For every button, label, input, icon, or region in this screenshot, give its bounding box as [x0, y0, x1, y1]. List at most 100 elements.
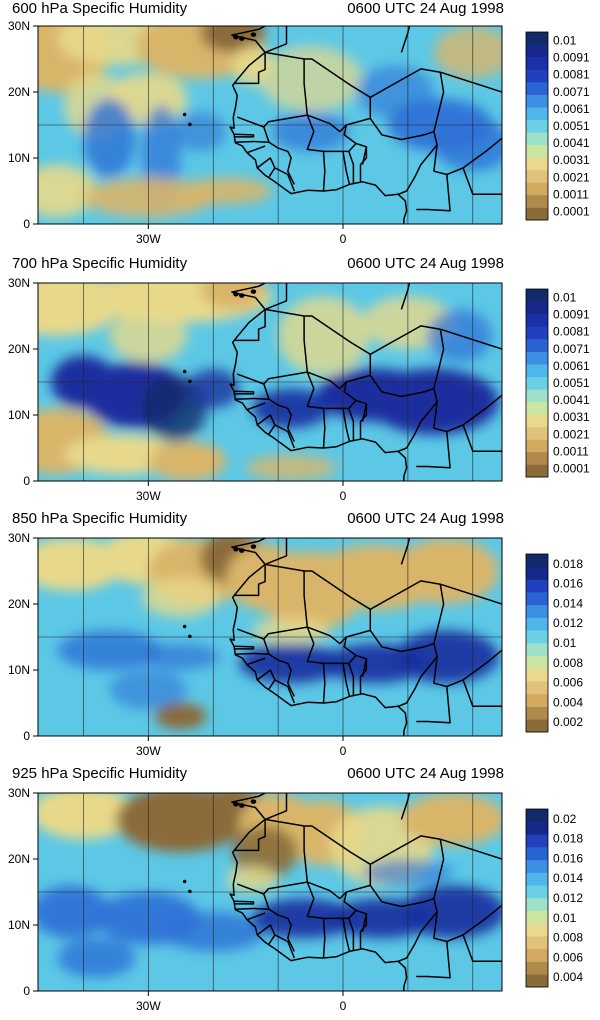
political-boundaries: [182, 26, 502, 224]
colorbar-label: 0.0081: [553, 68, 590, 82]
humidity-region: [394, 630, 499, 684]
country-border: [304, 315, 372, 390]
humidity-field: [38, 538, 502, 736]
humidity-region: [57, 630, 162, 670]
colorbar-swatch: [526, 643, 548, 657]
colorbar-label: 0.0091: [553, 51, 590, 65]
colorbar-swatch: [526, 107, 548, 121]
colorbar-label: 0.0061: [553, 359, 590, 373]
colorbar-label: 0.0051: [553, 376, 590, 390]
country-border: [369, 835, 502, 865]
panel-title: 925 hPa Specific Humidity: [12, 765, 188, 782]
humidity-region: [141, 643, 220, 670]
country-border: [433, 839, 502, 943]
country-border: [348, 151, 355, 184]
colorbar-swatch: [526, 809, 548, 823]
island: [182, 624, 187, 629]
colorbar-swatch: [526, 132, 548, 146]
lat-label: 20N: [8, 597, 30, 611]
country-border: [348, 408, 355, 441]
map-frame: 30N 20N 10N 0 30W 0: [8, 19, 503, 246]
lat-label: 0: [23, 217, 30, 231]
country-border: [264, 308, 305, 317]
island: [233, 291, 239, 297]
colorbar-swatch: [526, 847, 548, 861]
lat-label: 30N: [8, 276, 30, 290]
colorbar-swatch: [526, 961, 548, 975]
country-border: [361, 913, 368, 932]
colorbar-swatch: [526, 604, 548, 618]
country-border: [343, 381, 368, 440]
colorbar-label: 0.0011: [553, 444, 589, 458]
country-border: [416, 686, 451, 724]
colorbar-swatch: [526, 169, 548, 183]
country-border: [256, 924, 276, 946]
country-border: [236, 571, 309, 640]
island: [239, 803, 245, 808]
island: [239, 36, 245, 41]
country-border: [342, 408, 351, 442]
colorbar-swatch: [526, 94, 548, 108]
colorbar-label: 0.01: [553, 911, 577, 925]
lat-label: 10N: [8, 663, 30, 677]
country-border: [397, 656, 438, 707]
country-border: [246, 912, 266, 921]
colorbar-swatch: [526, 693, 548, 707]
lon-label: 30W: [136, 489, 161, 503]
colorbar-label: 0.006: [553, 950, 583, 964]
country-border: [264, 793, 288, 821]
colorbar-swatch: [526, 351, 548, 365]
panel-925hpa: 925 hPa Specific Humidity 0600 UTC 24 Au…: [0, 765, 600, 1020]
map-border: [37, 792, 503, 992]
colorbar-label: 0.02: [553, 812, 577, 826]
colorbar-swatch: [526, 948, 548, 962]
country-border: [256, 157, 276, 179]
coastline: [231, 26, 267, 36]
colorbar-label: 0.012: [553, 891, 583, 905]
island: [250, 799, 257, 804]
lon-label: 30W: [136, 999, 161, 1013]
colorbar-label: 0.0071: [553, 342, 590, 356]
humidity-region: [38, 793, 136, 840]
country-border: [268, 653, 295, 697]
panel-time: 0600 UTC 24 Aug 1998: [347, 510, 504, 527]
country-border: [416, 941, 451, 979]
lon-label: 0: [340, 489, 347, 503]
lat-label: 20N: [8, 342, 30, 356]
island: [233, 801, 239, 807]
coastline: [231, 793, 267, 803]
colorbar-swatch: [526, 898, 548, 912]
colorbar-swatch: [526, 974, 548, 988]
country-border: [234, 126, 270, 143]
colorbar-swatch: [526, 401, 548, 415]
colorbar-border: [525, 808, 549, 988]
country-border: [233, 900, 255, 905]
country-border: [433, 584, 502, 688]
country-border: [246, 402, 266, 411]
country-border: [322, 918, 326, 959]
country-border: [246, 145, 266, 154]
country-border: [369, 884, 435, 908]
colorbar-swatch: [526, 69, 548, 83]
colorbar-swatch: [526, 910, 548, 924]
panel-time: 0600 UTC 24 Aug 1998: [347, 765, 504, 782]
country-border: [369, 68, 502, 98]
colorbar-swatch: [526, 389, 548, 403]
country-border: [234, 383, 270, 400]
colorbar-swatch: [526, 859, 548, 873]
humidity-field: [38, 283, 502, 481]
colorbar-label: 0.01: [553, 34, 577, 48]
panel-title: 850 hPa Specific Humidity: [12, 510, 188, 527]
country-border: [416, 431, 451, 469]
colorbar-swatch: [526, 376, 548, 390]
country-border: [236, 316, 309, 385]
humidity-region: [258, 45, 363, 112]
colorbar-swatch: [526, 719, 548, 733]
colorbar-swatch: [526, 668, 548, 682]
lat-label: 10N: [8, 918, 30, 932]
colorbar-label: 0.008: [553, 931, 583, 945]
country-border: [256, 669, 276, 691]
humidity-region: [180, 177, 272, 205]
lat-label: 0: [23, 474, 30, 488]
country-border: [234, 52, 266, 85]
